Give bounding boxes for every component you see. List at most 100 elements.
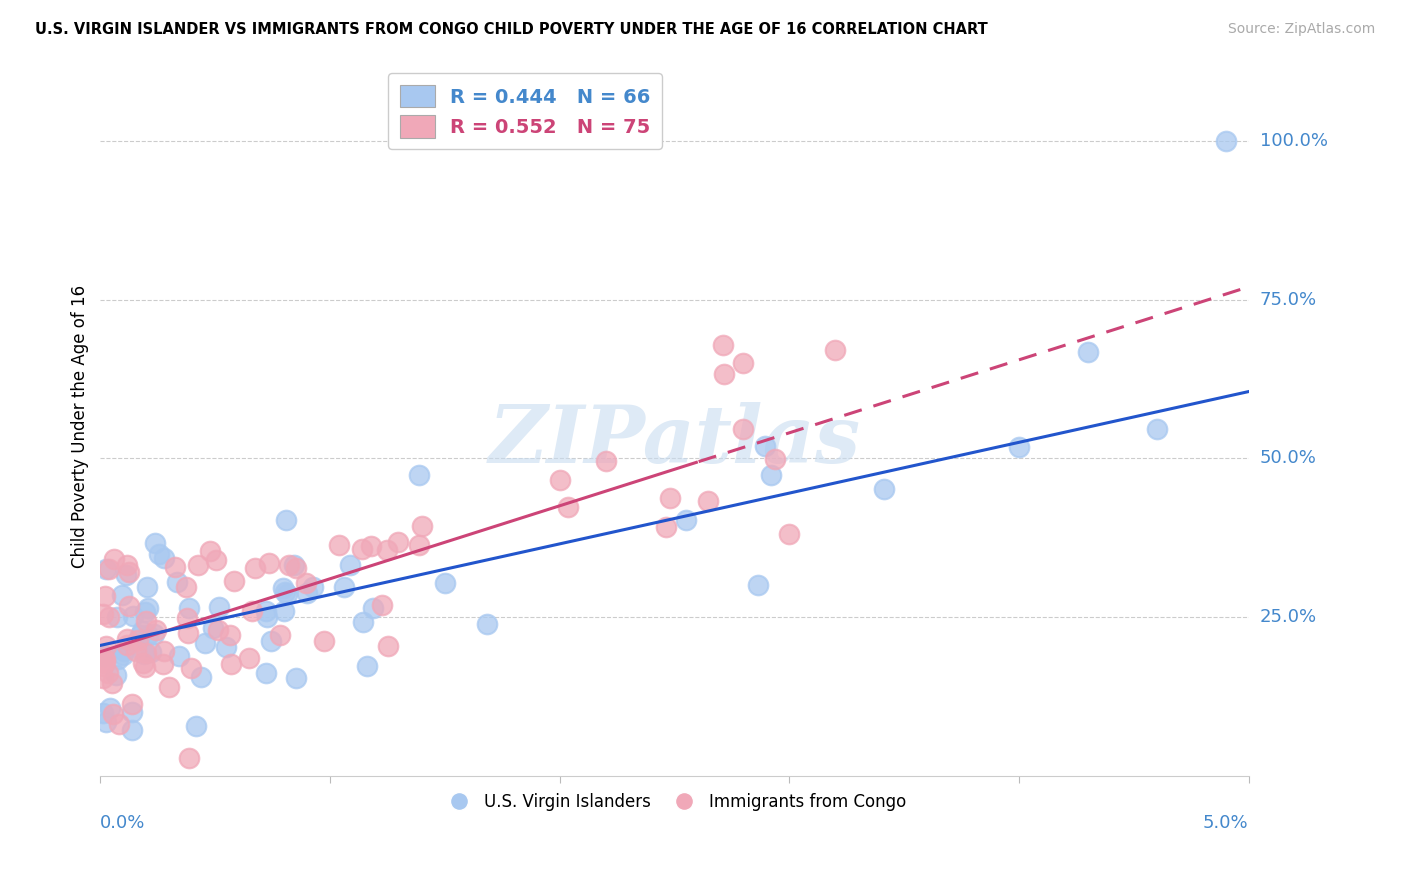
Point <box>125 644 148 658</box>
Point <box>1146 422 1168 436</box>
Point <box>294 576 316 591</box>
Point <box>655 520 678 534</box>
Point <box>97 610 120 624</box>
Point <box>134 605 156 619</box>
Point <box>276 587 298 601</box>
Point <box>411 519 433 533</box>
Point <box>111 648 134 662</box>
Point <box>112 644 135 658</box>
Point <box>312 633 335 648</box>
Point <box>1077 344 1099 359</box>
Point <box>747 577 769 591</box>
Point <box>142 626 165 640</box>
Point <box>97 666 120 681</box>
Point <box>152 551 174 566</box>
Point <box>108 717 131 731</box>
Point <box>352 541 374 556</box>
Point <box>135 647 157 661</box>
Point <box>91 658 114 673</box>
Point <box>257 556 280 570</box>
Point <box>215 640 238 654</box>
Point <box>219 628 242 642</box>
Point <box>190 670 212 684</box>
Point <box>134 659 156 673</box>
Point <box>103 551 125 566</box>
Point <box>595 454 617 468</box>
Point <box>127 633 149 648</box>
Point <box>733 422 755 436</box>
Point <box>711 337 734 351</box>
Point <box>152 657 174 672</box>
Point <box>132 648 155 662</box>
Point <box>91 671 114 685</box>
Point <box>408 538 430 552</box>
Point <box>167 648 190 663</box>
Point <box>387 535 409 549</box>
Point <box>269 628 291 642</box>
Point <box>557 500 579 514</box>
Point <box>356 659 378 673</box>
Point <box>135 581 157 595</box>
Text: 50.0%: 50.0% <box>1260 450 1316 467</box>
Point <box>176 626 198 640</box>
Point <box>122 608 145 623</box>
Point <box>377 639 399 653</box>
Point <box>1215 134 1237 148</box>
Point <box>243 560 266 574</box>
Legend: U.S. Virgin Islanders, Immigrants from Congo: U.S. Virgin Islanders, Immigrants from C… <box>436 786 914 817</box>
Point <box>370 598 392 612</box>
Point <box>278 558 301 572</box>
Y-axis label: Child Poverty Under the Age of 16: Child Poverty Under the Age of 16 <box>72 285 89 568</box>
Point <box>675 513 697 527</box>
Point <box>96 639 118 653</box>
Point <box>184 719 207 733</box>
Point <box>115 558 138 572</box>
Point <box>284 671 307 685</box>
Point <box>240 604 263 618</box>
Point <box>204 553 226 567</box>
Point <box>121 698 143 712</box>
Point <box>408 468 430 483</box>
Text: 75.0%: 75.0% <box>1260 291 1317 309</box>
Point <box>115 567 138 582</box>
Point <box>141 645 163 659</box>
Text: 25.0%: 25.0% <box>1260 607 1317 626</box>
Point <box>97 562 120 576</box>
Text: ZIPatlas: ZIPatlas <box>488 401 860 479</box>
Point <box>548 473 571 487</box>
Point <box>107 651 129 665</box>
Point <box>285 561 308 575</box>
Point <box>763 452 786 467</box>
Text: U.S. VIRGIN ISLANDER VS IMMIGRANTS FROM CONGO CHILD POVERTY UNDER THE AGE OF 16 : U.S. VIRGIN ISLANDER VS IMMIGRANTS FROM … <box>35 22 988 37</box>
Point <box>824 343 846 357</box>
Point <box>363 601 385 615</box>
Point <box>180 661 202 675</box>
Point <box>94 589 117 603</box>
Point <box>1008 440 1031 454</box>
Point <box>177 600 200 615</box>
Point <box>118 599 141 613</box>
Point <box>187 558 209 572</box>
Point <box>873 482 896 496</box>
Point <box>194 636 217 650</box>
Point <box>94 656 117 670</box>
Point <box>105 610 128 624</box>
Point <box>176 611 198 625</box>
Point <box>697 493 720 508</box>
Point <box>121 705 143 719</box>
Point <box>201 621 224 635</box>
Text: Source: ZipAtlas.com: Source: ZipAtlas.com <box>1227 22 1375 37</box>
Point <box>274 512 297 526</box>
Point <box>434 575 457 590</box>
Point <box>339 558 361 572</box>
Point <box>91 706 114 720</box>
Point <box>179 751 201 765</box>
Point <box>145 623 167 637</box>
Point <box>198 544 221 558</box>
Point <box>302 580 325 594</box>
Point <box>94 648 117 663</box>
Point <box>375 542 398 557</box>
Point <box>132 656 155 670</box>
Point <box>166 574 188 589</box>
Point <box>143 536 166 550</box>
